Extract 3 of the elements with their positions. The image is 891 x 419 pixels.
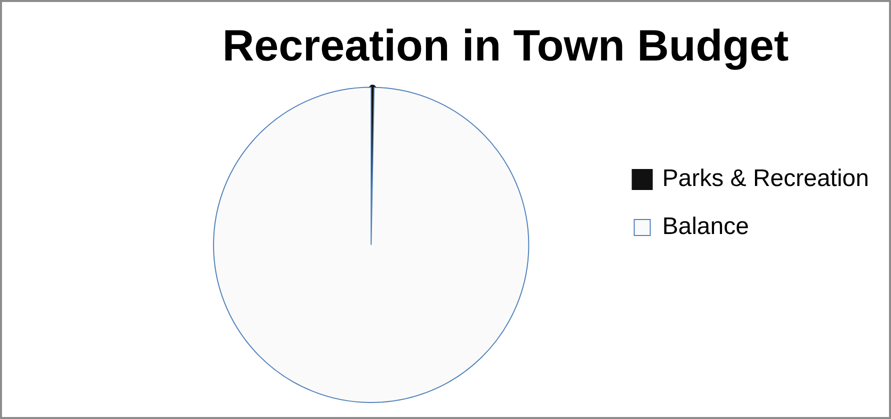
chart-title: Recreation in Town Budget — [222, 22, 789, 71]
legend-label: Balance — [662, 213, 749, 240]
legend-label: Parks & Recreation — [662, 165, 870, 192]
